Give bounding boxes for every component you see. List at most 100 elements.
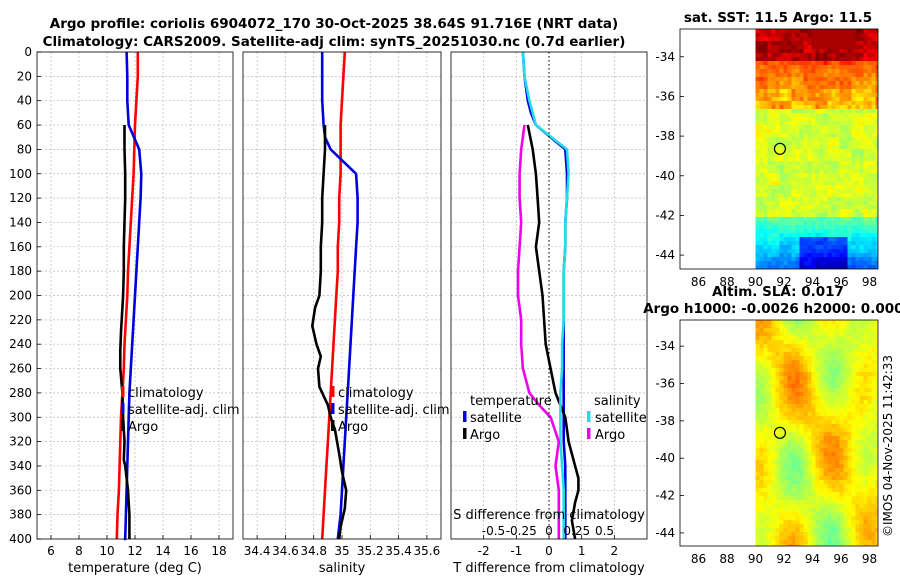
map-cell	[827, 81, 832, 86]
map-cell	[827, 249, 832, 254]
map-cell	[767, 428, 772, 433]
map-cell	[867, 336, 872, 341]
map-cell	[847, 177, 852, 182]
map-cell	[843, 253, 848, 258]
map-cell	[763, 205, 768, 210]
map-cell	[763, 400, 768, 405]
map-cell	[775, 508, 780, 513]
map-cell	[807, 161, 812, 166]
map-cell	[851, 245, 856, 250]
map-cell	[767, 105, 772, 110]
map-cell	[863, 336, 868, 341]
map-cell	[875, 197, 878, 202]
map-cell	[827, 217, 832, 222]
map-cell	[819, 69, 824, 74]
map-cell	[827, 384, 832, 389]
map-cell	[803, 500, 808, 505]
map-cell	[859, 81, 864, 86]
map-cell	[831, 356, 836, 361]
map-cell	[867, 328, 872, 333]
map-cell	[763, 89, 768, 94]
map-cell	[779, 69, 784, 74]
sla-map-subtitle: Argo h1000: -0.0026 h2000: 0.0005	[643, 301, 900, 317]
map-cell	[779, 400, 784, 405]
map-cell	[819, 428, 824, 433]
map-cell	[871, 109, 876, 114]
map-cell	[783, 540, 788, 545]
map-cell	[799, 396, 804, 401]
x-axis-label: T difference from climatology	[452, 561, 645, 576]
map-cell	[783, 81, 788, 86]
map-cell	[827, 241, 832, 246]
map-cell	[795, 257, 800, 262]
map-cell	[851, 105, 856, 110]
map-cell	[791, 253, 796, 258]
map-cell	[867, 532, 872, 537]
map-cell	[819, 101, 824, 106]
map-cell	[839, 504, 844, 509]
map-cell	[839, 153, 844, 158]
map-cell	[767, 380, 772, 385]
map-cell	[875, 101, 878, 106]
map-cell	[835, 193, 840, 198]
map-cell	[831, 45, 836, 50]
map-cell	[855, 328, 860, 333]
map-cell	[843, 416, 848, 421]
map-cell	[815, 261, 820, 266]
map-cell	[755, 440, 760, 445]
map-cell	[863, 488, 868, 493]
map-cell	[843, 205, 848, 210]
map-cell	[823, 41, 828, 46]
map-y-tick-label: -42	[655, 208, 675, 222]
map-cell	[819, 237, 824, 242]
map-cell	[795, 380, 800, 385]
map-cell	[839, 157, 844, 162]
map-cell	[795, 428, 800, 433]
legend-entry: satellite	[470, 411, 522, 426]
map-cell	[819, 392, 824, 397]
map-cell	[851, 372, 856, 377]
map-cell	[791, 153, 796, 158]
map-cell	[803, 468, 808, 473]
map-cell	[827, 181, 832, 186]
map-cell	[835, 201, 840, 206]
map-cell	[767, 544, 772, 546]
map-cell	[791, 344, 796, 349]
map-cell	[795, 432, 800, 437]
map-cell	[811, 45, 816, 50]
map-cell	[851, 544, 856, 546]
map-cell	[835, 93, 840, 98]
map-cell	[827, 253, 832, 258]
map-cell	[799, 448, 804, 453]
map-cell	[839, 85, 844, 90]
map-cell	[763, 404, 768, 409]
map-cell	[819, 61, 824, 66]
map-cell	[827, 404, 832, 409]
map-cell	[839, 197, 844, 202]
map-cell	[767, 149, 772, 154]
map-cell	[827, 344, 832, 349]
map-cell	[775, 89, 780, 94]
map-cell	[763, 165, 768, 170]
map-cell	[859, 512, 864, 517]
map-cell	[807, 400, 812, 405]
map-cell	[839, 253, 844, 258]
map-cell	[831, 412, 836, 417]
map-cell	[799, 344, 804, 349]
map-cell	[831, 360, 836, 365]
map-cell	[803, 536, 808, 541]
map-cell	[799, 173, 804, 178]
map-cell	[819, 440, 824, 445]
map-cell	[843, 476, 848, 481]
map-cell	[787, 109, 792, 114]
map-cell	[847, 468, 852, 473]
map-cell	[859, 432, 864, 437]
map-cell	[799, 197, 804, 202]
map-cell	[783, 249, 788, 254]
map-cell	[823, 169, 828, 174]
map-cell	[811, 205, 816, 210]
map-cell	[835, 57, 840, 62]
map-cell	[855, 432, 860, 437]
map-cell	[775, 464, 780, 469]
map-cell	[759, 444, 764, 449]
